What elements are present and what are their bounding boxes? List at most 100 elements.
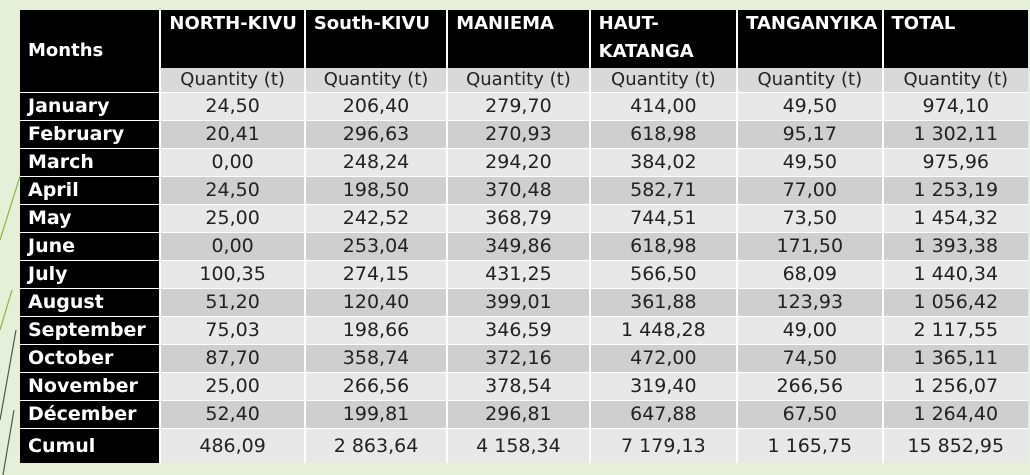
quantity-cell: 618,98 <box>588 232 738 261</box>
quantity-cell: 1 454,32 <box>881 204 1028 233</box>
quantity-cell: 206,40 <box>303 92 448 121</box>
quantity-cell: 198,66 <box>303 316 448 345</box>
table-row: September 75,03 198,66 346,59 1 448,28 49,00 2… <box>20 316 1028 345</box>
quantity-cell: 100,35 <box>159 260 305 289</box>
quantity-cell: 24,50 <box>159 92 305 121</box>
quantity-cell: 123,93 <box>736 288 883 317</box>
month-label: May <box>20 204 161 233</box>
quantity-cell: 51,20 <box>159 288 305 317</box>
table-row: May 25,00 242,52 368,79 744,51 73,50 1 454,32 <box>20 204 1028 233</box>
quantity-cell: 486,09 <box>159 428 305 463</box>
quantity-cell: 270,93 <box>446 120 590 149</box>
quantity-cell: 1 440,34 <box>881 260 1028 289</box>
quantity-cell: 15 852,95 <box>881 428 1028 463</box>
quantity-cell: 25,00 <box>159 204 305 233</box>
unit-label: Quantity (t) <box>588 68 738 93</box>
quantity-cell: 0,00 <box>159 148 305 177</box>
column-header: NORTH-KIVU <box>159 10 305 68</box>
table-row: Décember 52,40 199,81 296,81 647,88 67,50 1 26… <box>20 400 1028 429</box>
month-label: November <box>20 372 161 401</box>
table-row: February 20,41 296,63 270,93 618,98 95,17 1 30… <box>20 120 1028 149</box>
cumulative-row: Cumul 486,09 2 863,64 4 158,34 7 179,13 1 165… <box>20 428 1028 463</box>
table-row: November 25,00 266,56 378,54 319,40 266,56 1 2… <box>20 372 1028 401</box>
quantity-cell: 1 056,42 <box>881 288 1028 317</box>
table-row: January 24,50 206,40 279,70 414,00 49,50 974,1… <box>20 92 1028 121</box>
column-header: TOTAL <box>881 10 1028 68</box>
quantity-cell: 74,50 <box>736 344 883 373</box>
quantity-cell: 274,15 <box>303 260 448 289</box>
quantity-cell: 2 863,64 <box>303 428 448 463</box>
quantity-cell: 296,81 <box>446 400 590 429</box>
table-row: June 0,00 253,04 349,86 618,98 171,50 1 393,38 <box>20 232 1028 261</box>
unit-label: Quantity (t) <box>446 68 590 93</box>
quantity-cell: 77,00 <box>736 176 883 205</box>
quantity-cell: 378,54 <box>446 372 590 401</box>
quantity-cell: 120,40 <box>303 288 448 317</box>
column-header: South-KIVU <box>303 10 448 68</box>
quantity-cell: 1 253,19 <box>881 176 1028 205</box>
month-label: Cumul <box>20 428 161 463</box>
quantity-cell: 1 165,75 <box>736 428 883 463</box>
quantity-cell: 744,51 <box>588 204 738 233</box>
quantity-cell: 346,59 <box>446 316 590 345</box>
column-header: HAUT-KATANGA <box>588 10 738 68</box>
quantity-cell: 7 179,13 <box>588 428 738 463</box>
quantity-cell: 358,74 <box>303 344 448 373</box>
decorative-lines <box>0 169 23 475</box>
quantity-cell: 372,16 <box>446 344 590 373</box>
quantity-cell: 25,00 <box>159 372 305 401</box>
quantity-cell: 4 158,34 <box>446 428 590 463</box>
quantity-cell: 1 393,38 <box>881 232 1028 261</box>
quantity-cell: 349,86 <box>446 232 590 261</box>
quantity-cell: 399,01 <box>446 288 590 317</box>
quantity-cell: 294,20 <box>446 148 590 177</box>
quantity-cell: 68,09 <box>736 260 883 289</box>
unit-label: Quantity (t) <box>736 68 883 93</box>
quantity-cell: 975,96 <box>881 148 1028 177</box>
quantity-cell: 431,25 <box>446 260 590 289</box>
quantity-cell: 582,71 <box>588 176 738 205</box>
quantity-cell: 49,50 <box>736 92 883 121</box>
month-label: September <box>20 316 161 345</box>
quantity-cell: 2 117,55 <box>881 316 1028 345</box>
month-label: June <box>20 232 161 261</box>
quantity-cell: 75,03 <box>159 316 305 345</box>
quantity-cell: 472,00 <box>588 344 738 373</box>
unit-label: Quantity (t) <box>159 68 305 93</box>
quantity-cell: 974,10 <box>881 92 1028 121</box>
quantity-cell: 1 302,11 <box>881 120 1028 149</box>
quantity-cell: 87,70 <box>159 344 305 373</box>
quantity-cell: 1 264,40 <box>881 400 1028 429</box>
quantity-cell: 171,50 <box>736 232 883 261</box>
quantity-cell: 279,70 <box>446 92 590 121</box>
month-label: January <box>20 92 161 121</box>
quantity-cell: 198,50 <box>303 176 448 205</box>
quantity-cell: 370,48 <box>446 176 590 205</box>
quantity-cell: 266,56 <box>736 372 883 401</box>
quantity-cell: 253,04 <box>303 232 448 261</box>
quantity-cell: 618,98 <box>588 120 738 149</box>
quantity-cell: 414,00 <box>588 92 738 121</box>
months-header: Months <box>20 10 161 93</box>
month-label: October <box>20 344 161 373</box>
quantity-cell: 73,50 <box>736 204 883 233</box>
quantity-cell: 361,88 <box>588 288 738 317</box>
quantity-cell: 67,50 <box>736 400 883 429</box>
table-body: January 24,50 206,40 279,70 414,00 49,50 974,1… <box>20 92 1028 463</box>
table-row: July 100,35 274,15 431,25 566,50 68,09 1 440,3… <box>20 260 1028 289</box>
column-header: MANIEMA <box>446 10 590 68</box>
unit-label: Quantity (t) <box>303 68 448 93</box>
quantity-cell: 24,50 <box>159 176 305 205</box>
quantity-cell: 266,56 <box>303 372 448 401</box>
quantity-cell: 199,81 <box>303 400 448 429</box>
quantity-cell: 242,52 <box>303 204 448 233</box>
quantity-cell: 647,88 <box>588 400 738 429</box>
quantity-cell: 296,63 <box>303 120 448 149</box>
quantity-cell: 319,40 <box>588 372 738 401</box>
province-quantity-table: Months NORTH-KIVU South-KIVU MANIEMA HAU… <box>20 10 1028 463</box>
month-label: April <box>20 176 161 205</box>
quantity-cell: 384,02 <box>588 148 738 177</box>
table-row: October 87,70 358,74 372,16 472,00 74,50 1 365… <box>20 344 1028 373</box>
quantity-cell: 1 256,07 <box>881 372 1028 401</box>
quantity-cell: 49,00 <box>736 316 883 345</box>
